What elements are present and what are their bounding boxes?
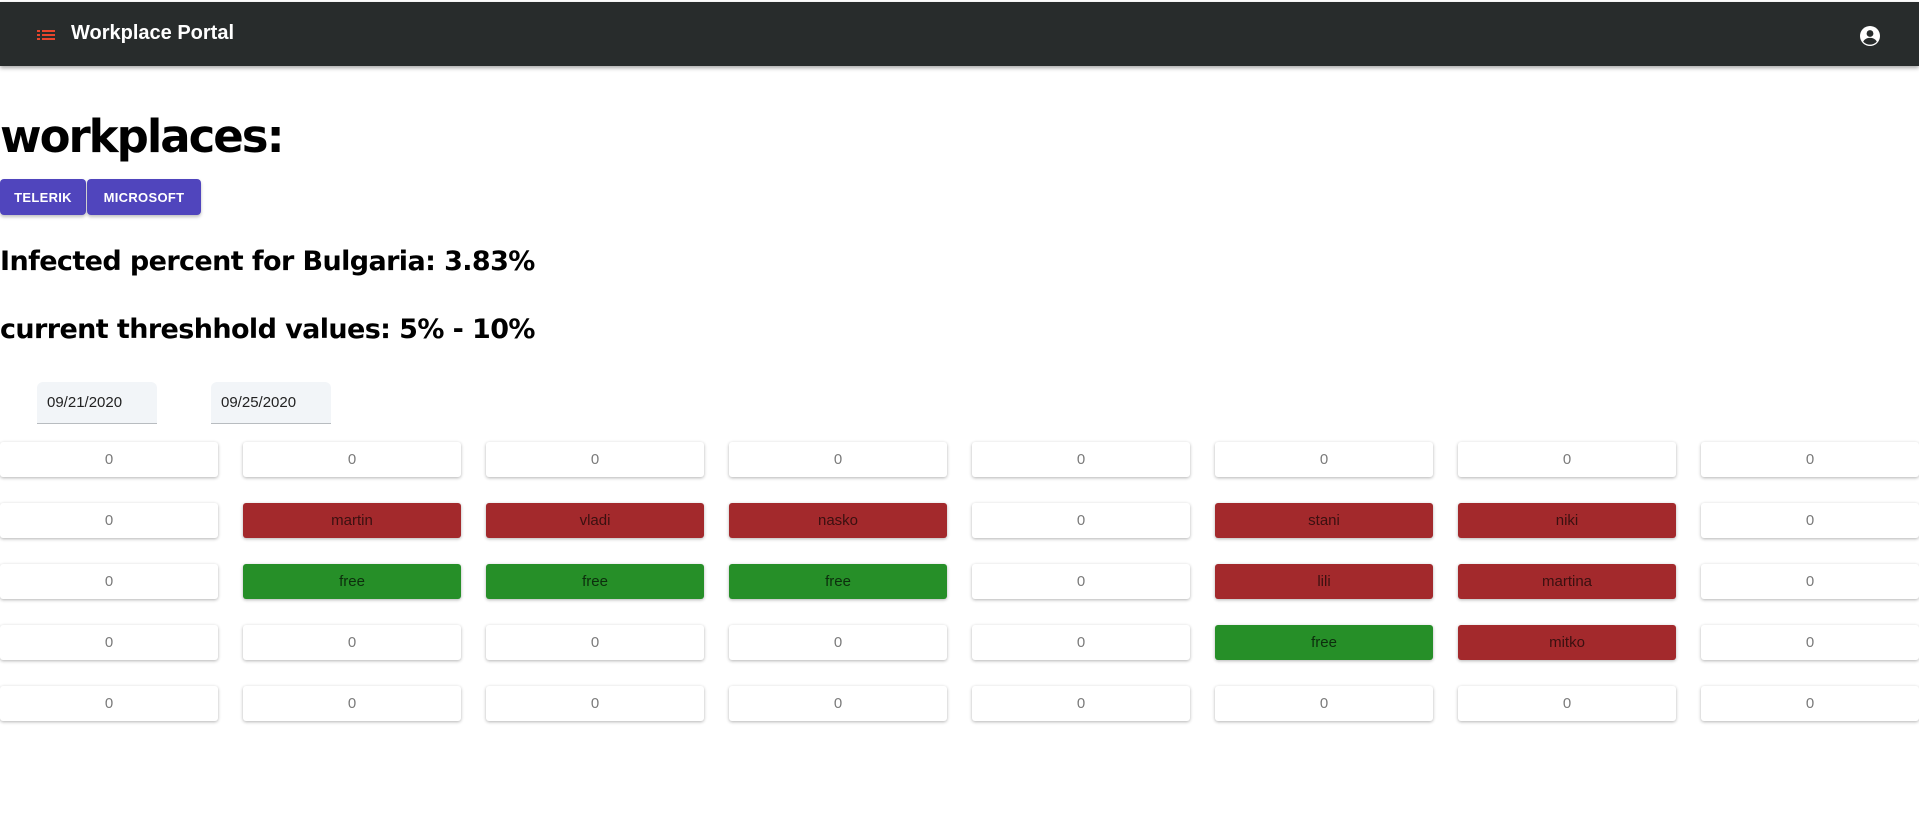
workplace-cell[interactable]: martina (1458, 564, 1676, 599)
company-button-telerik[interactable]: TELERIK (0, 179, 86, 215)
workplace-cell[interactable]: 0 (1215, 442, 1433, 477)
start-date-field[interactable] (37, 382, 157, 424)
workplace-cell[interactable]: 0 (243, 625, 461, 660)
workplace-cell[interactable]: 0 (1701, 503, 1919, 538)
workplace-cell[interactable]: 0 (972, 564, 1190, 599)
workplace-cell[interactable]: 0 (0, 564, 218, 599)
workplace-cell[interactable]: 0 (1701, 686, 1919, 721)
workplace-cell[interactable]: 0 (486, 686, 704, 721)
workplace-cell[interactable]: 0 (1701, 442, 1919, 477)
list-icon[interactable] (34, 24, 60, 46)
workplace-cell[interactable]: 0 (1701, 564, 1919, 599)
workplace-cell[interactable]: 0 (0, 442, 218, 477)
workplace-cell[interactable]: 0 (0, 686, 218, 721)
workplace-cell[interactable]: 0 (729, 442, 947, 477)
infected-percent-text: Infected percent for Bulgaria: 3.83% (0, 246, 535, 277)
workplace-cell[interactable]: 0 (0, 625, 218, 660)
workplace-cell[interactable]: 0 (243, 686, 461, 721)
workplace-cell[interactable]: 0 (972, 686, 1190, 721)
page-title: workplaces: (0, 110, 285, 163)
account-circle-icon[interactable] (1858, 24, 1882, 48)
workplace-cell[interactable]: 0 (729, 625, 947, 660)
workplace-cell[interactable]: 0 (972, 442, 1190, 477)
workplace-cell[interactable]: niki (1458, 503, 1676, 538)
workplace-cell[interactable]: free (1215, 625, 1433, 660)
workplace-cell[interactable]: 0 (1215, 686, 1433, 721)
workplace-cell[interactable]: free (486, 564, 704, 599)
workplace-cell[interactable]: 0 (486, 625, 704, 660)
workplace-cell[interactable]: 0 (243, 442, 461, 477)
app-bar: Workplace Portal (0, 2, 1919, 66)
workplace-cell[interactable]: 0 (1701, 625, 1919, 660)
end-date-field[interactable] (211, 382, 331, 424)
workplace-cell[interactable]: 0 (729, 686, 947, 721)
workplace-cell[interactable]: 0 (1458, 442, 1676, 477)
workplace-cell[interactable]: nasko (729, 503, 947, 538)
company-button-microsoft[interactable]: MICROSOFT (87, 179, 201, 215)
workplace-cell[interactable]: stani (1215, 503, 1433, 538)
workplace-cell[interactable]: 0 (972, 625, 1190, 660)
workplace-cell[interactable]: mitko (1458, 625, 1676, 660)
workplace-cell[interactable]: 0 (972, 503, 1190, 538)
workplace-cell[interactable]: 0 (1458, 686, 1676, 721)
workplace-cell[interactable]: lili (1215, 564, 1433, 599)
workplace-cell[interactable]: 0 (486, 442, 704, 477)
workplace-cell[interactable]: free (729, 564, 947, 599)
app-title: Workplace Portal (71, 22, 235, 44)
workplace-cell[interactable]: martin (243, 503, 461, 538)
workplace-cell[interactable]: free (243, 564, 461, 599)
workplace-cell[interactable]: vladi (486, 503, 704, 538)
workplace-cell[interactable]: 0 (0, 503, 218, 538)
threshold-values-text: current threshhold values: 5% - 10% (0, 314, 535, 345)
